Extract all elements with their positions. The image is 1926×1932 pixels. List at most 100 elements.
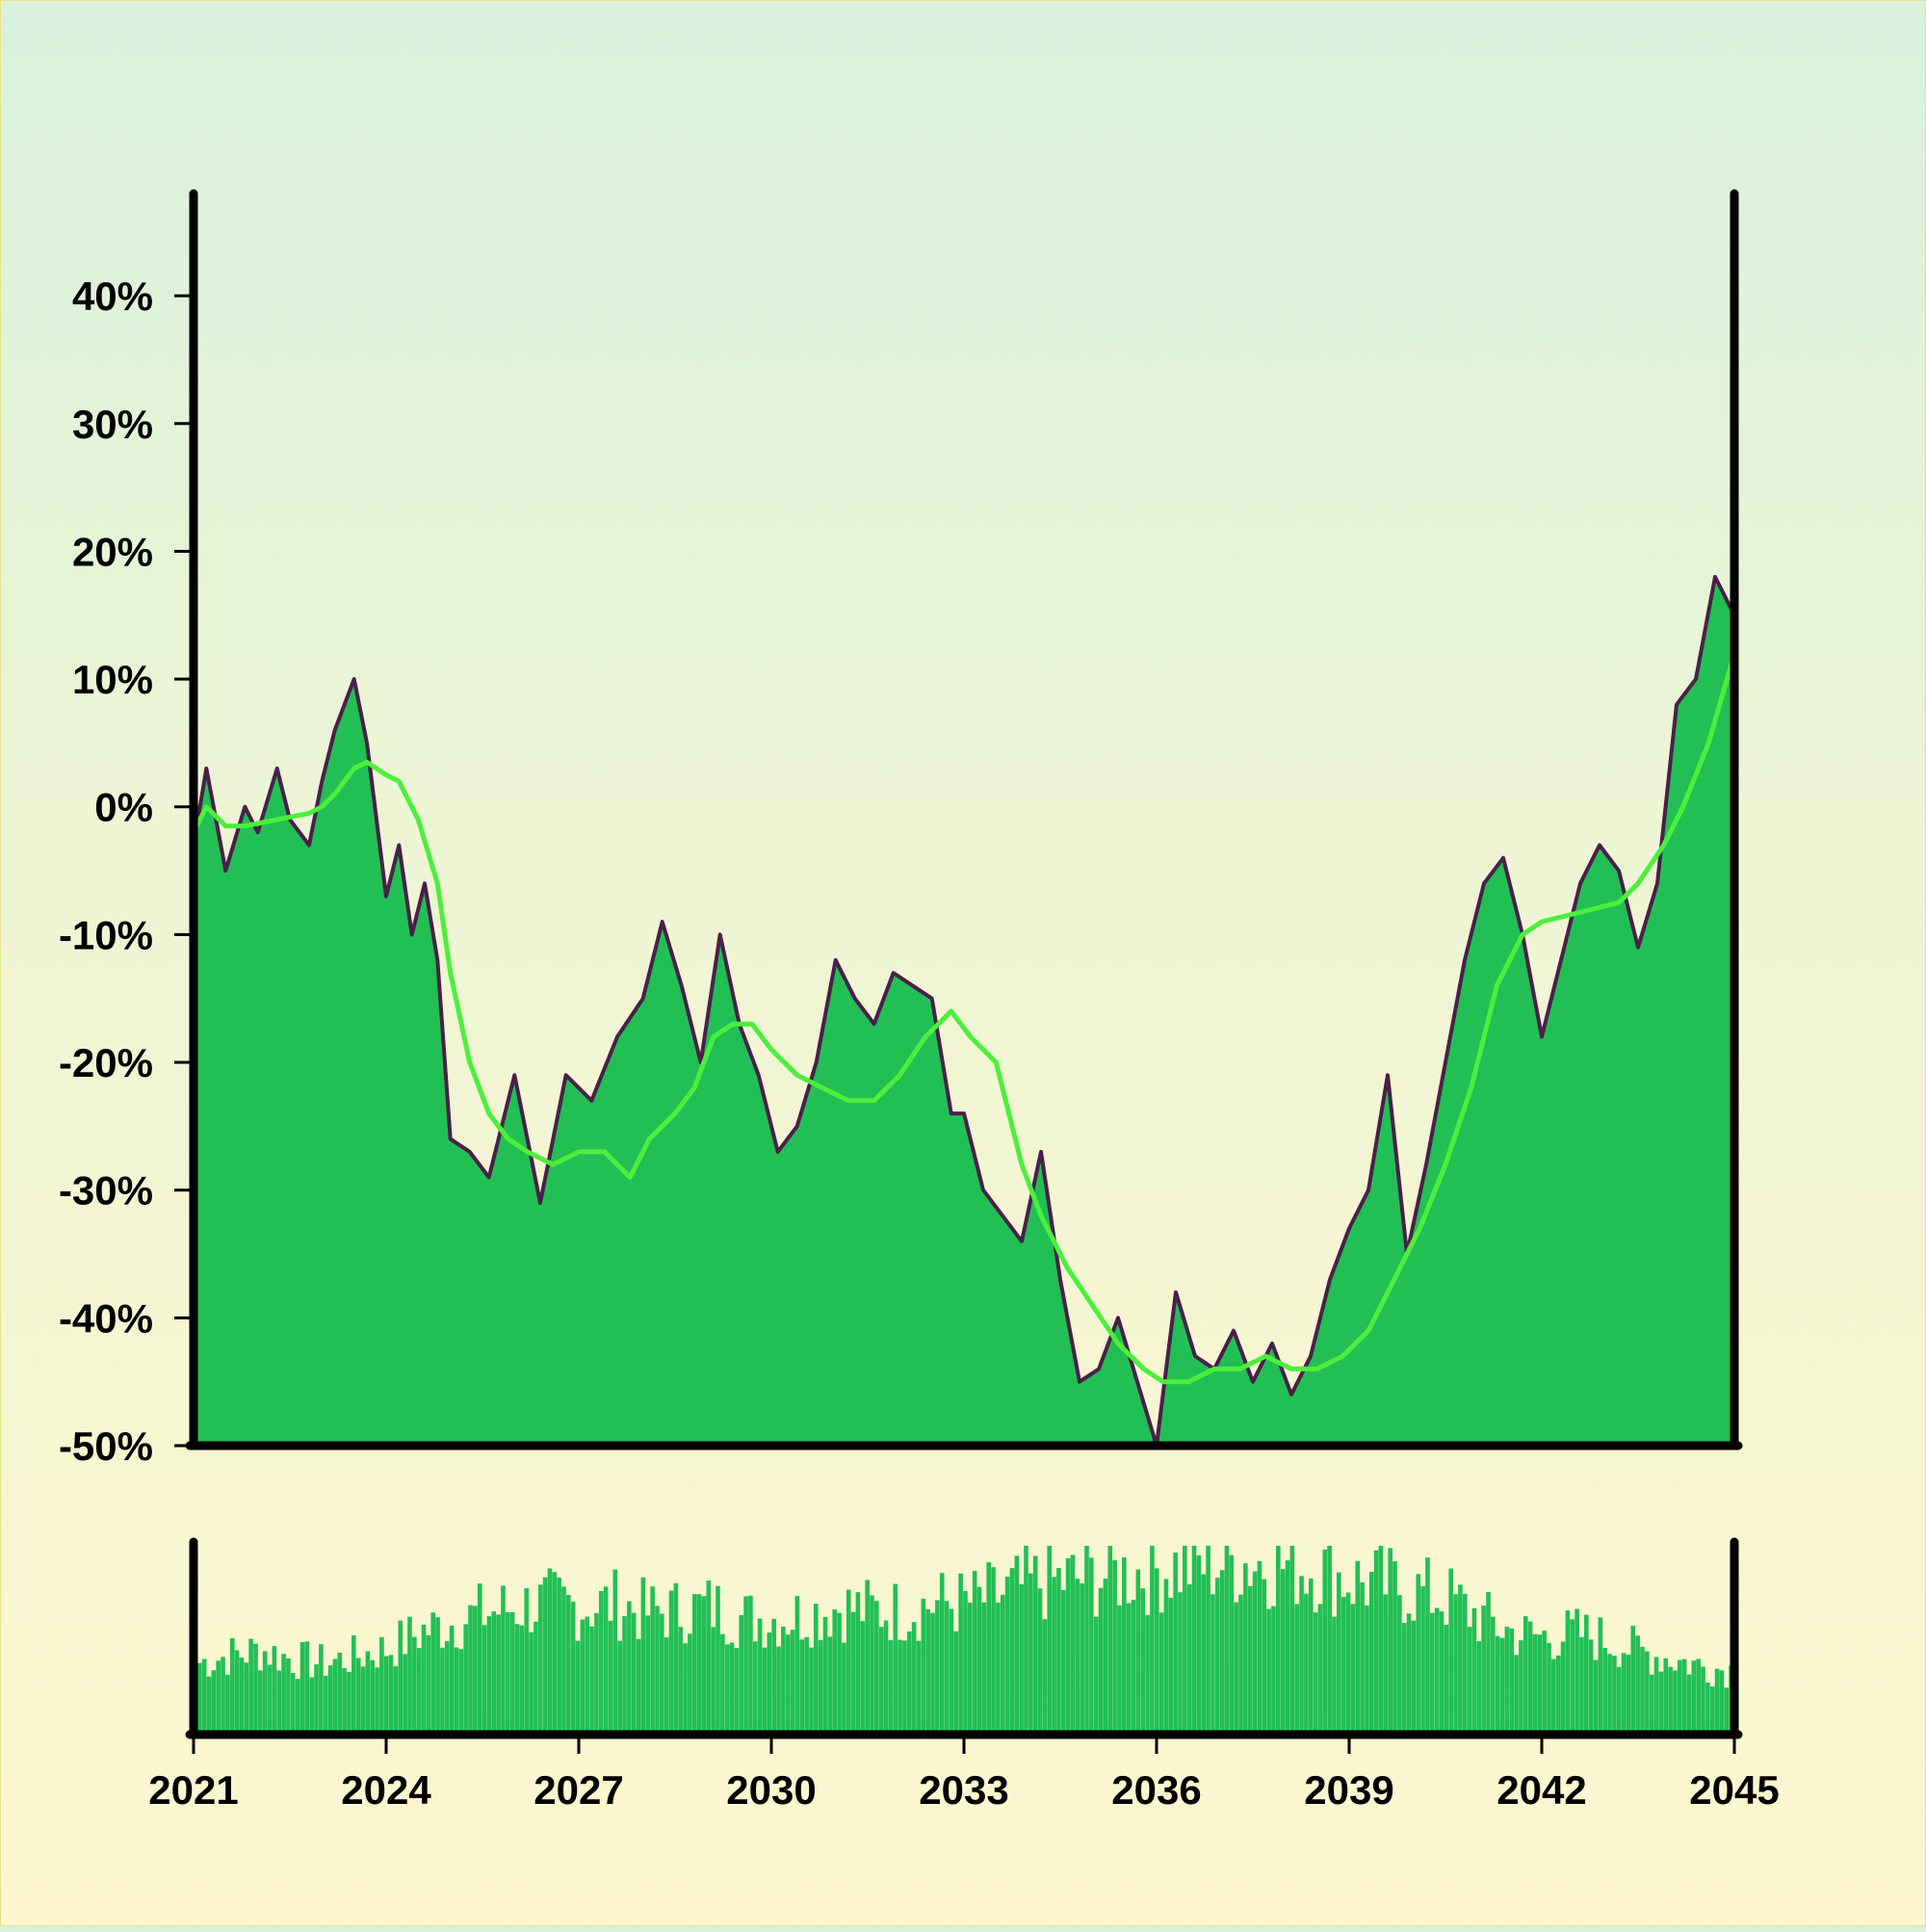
volume-bar: [529, 1632, 534, 1735]
volume-bar: [388, 1655, 394, 1735]
x-tick-label: 2027: [534, 1767, 623, 1813]
volume-bar: [1122, 1557, 1127, 1735]
volume-bar: [552, 1572, 558, 1735]
volume-bar: [752, 1641, 758, 1735]
volume-bar: [557, 1578, 561, 1735]
volume-bar: [1532, 1633, 1538, 1735]
volume-bar: [1388, 1548, 1392, 1735]
volume-bar: [1476, 1641, 1482, 1735]
volume-bar: [1056, 1568, 1061, 1735]
volume-bar: [575, 1640, 581, 1735]
value-area-fill: [194, 577, 1734, 1446]
x-axis-ticks: 2021 2024 2027 2030 2033 2036 2039 2042 2045: [148, 1738, 1780, 1813]
volume-bar: [981, 1602, 987, 1735]
volume-bar: [1696, 1658, 1701, 1735]
volume-bar: [1308, 1578, 1314, 1735]
volume-bar: [1570, 1619, 1575, 1735]
volume-bar: [365, 1651, 371, 1735]
volume-bar: [1481, 1606, 1486, 1735]
moving-average-line: [191, 652, 1737, 1385]
volume-bar: [739, 1614, 744, 1735]
volume-bar: [1420, 1585, 1425, 1735]
volume-bar: [1397, 1595, 1402, 1735]
volume-bar: [1140, 1588, 1145, 1735]
volume-bar: [1032, 1555, 1038, 1735]
volume-bar: [248, 1638, 253, 1735]
volume-bar: [1621, 1653, 1627, 1735]
volume-bar: [1416, 1574, 1421, 1735]
y-tick-label: -10%: [59, 912, 153, 957]
volume-bar: [416, 1648, 422, 1735]
volume-bar: [790, 1630, 795, 1735]
volume-bar: [958, 1573, 963, 1735]
volume-bar: [379, 1636, 384, 1735]
volume-bar: [594, 1612, 599, 1735]
volume-bar: [566, 1595, 571, 1735]
volume-bar: [1173, 1553, 1178, 1735]
volume-bar: [1486, 1591, 1491, 1735]
volume-bar: [537, 1584, 543, 1735]
y-tick-label: -40%: [59, 1295, 153, 1341]
volume-bar: [716, 1585, 720, 1735]
volume-bar: [832, 1609, 837, 1735]
volume-bar: [1584, 1614, 1589, 1735]
volume-bar: [930, 1612, 935, 1735]
volume-bar: [1317, 1604, 1323, 1735]
volume-bar: [1299, 1576, 1304, 1735]
volume-bar: [197, 1662, 202, 1735]
volume-bar: [206, 1676, 212, 1735]
volume-bar: [1588, 1639, 1594, 1735]
y-tick-label: 10%: [72, 657, 153, 702]
volume-bar: [580, 1619, 586, 1735]
y-tick-label: 20%: [72, 529, 153, 574]
volume-bar: [1495, 1635, 1500, 1735]
volume-bar: [524, 1588, 529, 1735]
volume-bar: [444, 1641, 450, 1735]
volume-bar: [1150, 1546, 1155, 1735]
volume-bar: [360, 1666, 366, 1735]
y-tick-label: 30%: [72, 402, 153, 447]
volume-bar: [1360, 1581, 1365, 1735]
volume-bar: [1719, 1670, 1725, 1735]
volume-bar: [1004, 1577, 1010, 1735]
volume-bar: [347, 1672, 351, 1735]
volume-bar: [585, 1616, 590, 1735]
volume-bar: [842, 1642, 846, 1735]
volume-bar: [351, 1634, 356, 1735]
volume-bar: [1089, 1557, 1094, 1735]
volume-bar: [664, 1637, 669, 1735]
volume-bar: [1547, 1642, 1551, 1735]
volume-bar: [996, 1602, 1001, 1735]
volume-bar: [1607, 1654, 1612, 1735]
volume-bar: [991, 1567, 996, 1735]
volume-bar: [276, 1670, 282, 1735]
volume-bar: [898, 1639, 902, 1735]
volume-bar: [617, 1640, 622, 1735]
volume-bar: [506, 1611, 510, 1735]
volume-bar: [622, 1616, 627, 1735]
volume-bar: [1206, 1546, 1210, 1735]
volume-bar: [1668, 1666, 1673, 1735]
volume-bar: [837, 1612, 842, 1735]
volume-bar: [1112, 1560, 1117, 1735]
volume-bar: [1257, 1560, 1262, 1735]
volume-bar: [1709, 1686, 1715, 1735]
volume-bar: [1430, 1612, 1435, 1735]
x-tick-label: 2045: [1689, 1767, 1779, 1813]
volume-bar: [435, 1617, 440, 1735]
volume-bar: [1649, 1674, 1654, 1735]
volume-bar: [636, 1638, 641, 1735]
volume-panel: 2021 2024 2027 2030 2033 2036 2039 2042 2045: [148, 1537, 1780, 1813]
volume-bar: [855, 1592, 861, 1735]
volume-bar: [421, 1624, 427, 1735]
volume-bar: [1626, 1655, 1631, 1735]
volume-bar: [589, 1626, 594, 1735]
volume-bar: [1663, 1658, 1669, 1735]
volume-bar: [1406, 1613, 1412, 1735]
volume-bar: [1444, 1625, 1449, 1735]
volume-bar: [211, 1670, 217, 1735]
volume-bar: [668, 1590, 674, 1735]
volume-bar: [1168, 1597, 1174, 1735]
volume-bar: [1434, 1607, 1440, 1735]
